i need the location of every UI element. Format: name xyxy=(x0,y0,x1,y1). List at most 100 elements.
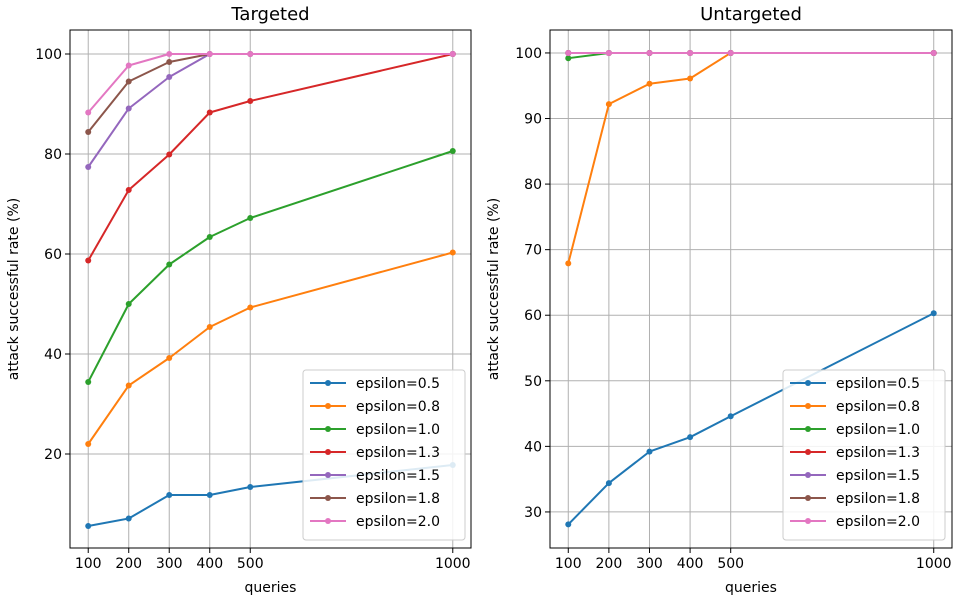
legend-swatch-marker xyxy=(805,518,811,524)
untargeted-series-epsilon=0.8 xyxy=(565,49,937,267)
data-point xyxy=(605,49,612,56)
legend-swatch-marker xyxy=(325,426,331,432)
legend-swatch-marker xyxy=(805,495,811,501)
data-point xyxy=(166,74,173,80)
data-point xyxy=(247,98,254,104)
data-point xyxy=(166,492,173,498)
data-point xyxy=(166,59,173,65)
data-point xyxy=(449,51,456,57)
data-point xyxy=(565,55,572,62)
targeted-chart-title: Targeted xyxy=(230,4,309,25)
data-point xyxy=(605,480,612,487)
data-point xyxy=(85,379,92,385)
x-tick-label: 200 xyxy=(115,556,142,572)
data-point xyxy=(85,257,92,264)
legend-swatch-marker xyxy=(805,426,811,432)
legend-swatch-marker xyxy=(805,472,811,478)
data-point xyxy=(125,105,132,112)
data-point xyxy=(125,78,132,85)
data-point xyxy=(166,151,173,158)
series-line xyxy=(87,53,453,114)
untargeted-series-epsilon=0.5 xyxy=(565,310,937,528)
data-point xyxy=(206,109,213,116)
legend-label: epsilon=1.5 xyxy=(836,468,920,484)
legend-swatch-marker xyxy=(805,403,811,409)
x-tick-label: 100 xyxy=(75,556,102,572)
targeted-y-axis-label: attack successful rate (%) xyxy=(6,198,22,380)
data-point xyxy=(206,492,213,498)
x-tick-label: 300 xyxy=(636,556,663,572)
legend-swatch-marker xyxy=(325,518,331,524)
legend-entry: epsilon=0.5 xyxy=(790,376,920,392)
y-tick-label: 30 xyxy=(524,505,542,521)
untargeted-chart-title: Untargeted xyxy=(700,4,802,25)
legend-label: epsilon=0.5 xyxy=(356,376,440,392)
legend-swatch-marker xyxy=(325,449,331,455)
data-point xyxy=(166,261,173,268)
data-point xyxy=(125,62,132,69)
data-point xyxy=(85,129,92,135)
legend-label: epsilon=1.0 xyxy=(356,422,440,438)
y-tick-label: 80 xyxy=(44,147,62,163)
legend-label: epsilon=0.5 xyxy=(836,376,920,392)
legend-entry: epsilon=2.0 xyxy=(310,514,440,530)
data-point xyxy=(565,49,572,56)
y-tick-label: 100 xyxy=(515,46,542,62)
legend-entry: epsilon=1.0 xyxy=(310,422,440,438)
legend-entry: epsilon=0.5 xyxy=(310,376,440,392)
targeted-grid xyxy=(70,30,471,548)
data-point xyxy=(247,215,254,221)
series-line xyxy=(88,464,453,527)
data-point xyxy=(166,355,173,361)
targeted-x-axis-label: queries xyxy=(245,580,297,596)
data-point xyxy=(125,515,132,522)
x-tick-label: 1000 xyxy=(435,556,471,572)
legend-label: epsilon=1.3 xyxy=(356,445,440,461)
data-point xyxy=(687,75,694,82)
data-point xyxy=(247,484,254,490)
data-point xyxy=(166,51,173,57)
data-point xyxy=(646,448,653,455)
x-tick-label: 1000 xyxy=(916,556,952,572)
targeted-legend: epsilon=0.5 epsilon=0.8 epsilon=1.0 epsilon… xyxy=(302,369,466,541)
data-point xyxy=(687,434,694,441)
data-point xyxy=(125,301,132,307)
legend-swatch-marker xyxy=(805,449,811,455)
y-tick-label: 40 xyxy=(524,439,542,455)
legend-swatch-marker xyxy=(805,380,811,386)
x-tick-label: 400 xyxy=(196,556,223,572)
series-line xyxy=(87,53,453,261)
x-tick-label: 100 xyxy=(555,556,582,572)
targeted-series-epsilon=0.8 xyxy=(85,249,456,447)
data-point xyxy=(646,80,653,87)
legend-entry: epsilon=2.0 xyxy=(790,514,920,530)
targeted-series-epsilon=1.5 xyxy=(85,51,456,170)
untargeted-chart-panel: 100 200 300 400 500 1000 30 40 50 60 70 80 90 100 Unta… xyxy=(486,4,953,596)
legend-swatch-marker xyxy=(325,380,331,386)
y-tick-label: 70 xyxy=(524,243,542,259)
data-point xyxy=(125,187,132,193)
legend-label: epsilon=2.0 xyxy=(836,514,920,530)
data-point xyxy=(930,49,937,56)
series-line xyxy=(87,53,453,168)
data-point xyxy=(247,304,254,311)
legend-label: epsilon=1.0 xyxy=(836,422,920,438)
untargeted-legend: epsilon=0.5 epsilon=0.8 epsilon=1.0 epsilon… xyxy=(782,369,946,541)
legend-entry: epsilon=0.8 xyxy=(790,399,920,415)
targeted-series-epsilon=1.3 xyxy=(85,51,456,264)
data-point xyxy=(206,234,213,240)
legend-label: epsilon=2.0 xyxy=(356,514,440,530)
data-point xyxy=(687,49,694,56)
series-line xyxy=(567,312,935,526)
untargeted-x-axis-label: queries xyxy=(725,580,777,596)
data-point xyxy=(449,249,456,256)
legend-entry: epsilon=1.5 xyxy=(790,468,920,484)
series-line xyxy=(87,251,454,445)
legend-swatch-marker xyxy=(325,403,331,409)
data-point xyxy=(85,523,92,529)
legend-entry: epsilon=1.0 xyxy=(790,422,920,438)
targeted-series-epsilon=2.0 xyxy=(85,51,456,116)
x-tick-label: 400 xyxy=(677,556,704,572)
data-point xyxy=(930,310,937,317)
y-tick-label: 20 xyxy=(44,447,62,463)
